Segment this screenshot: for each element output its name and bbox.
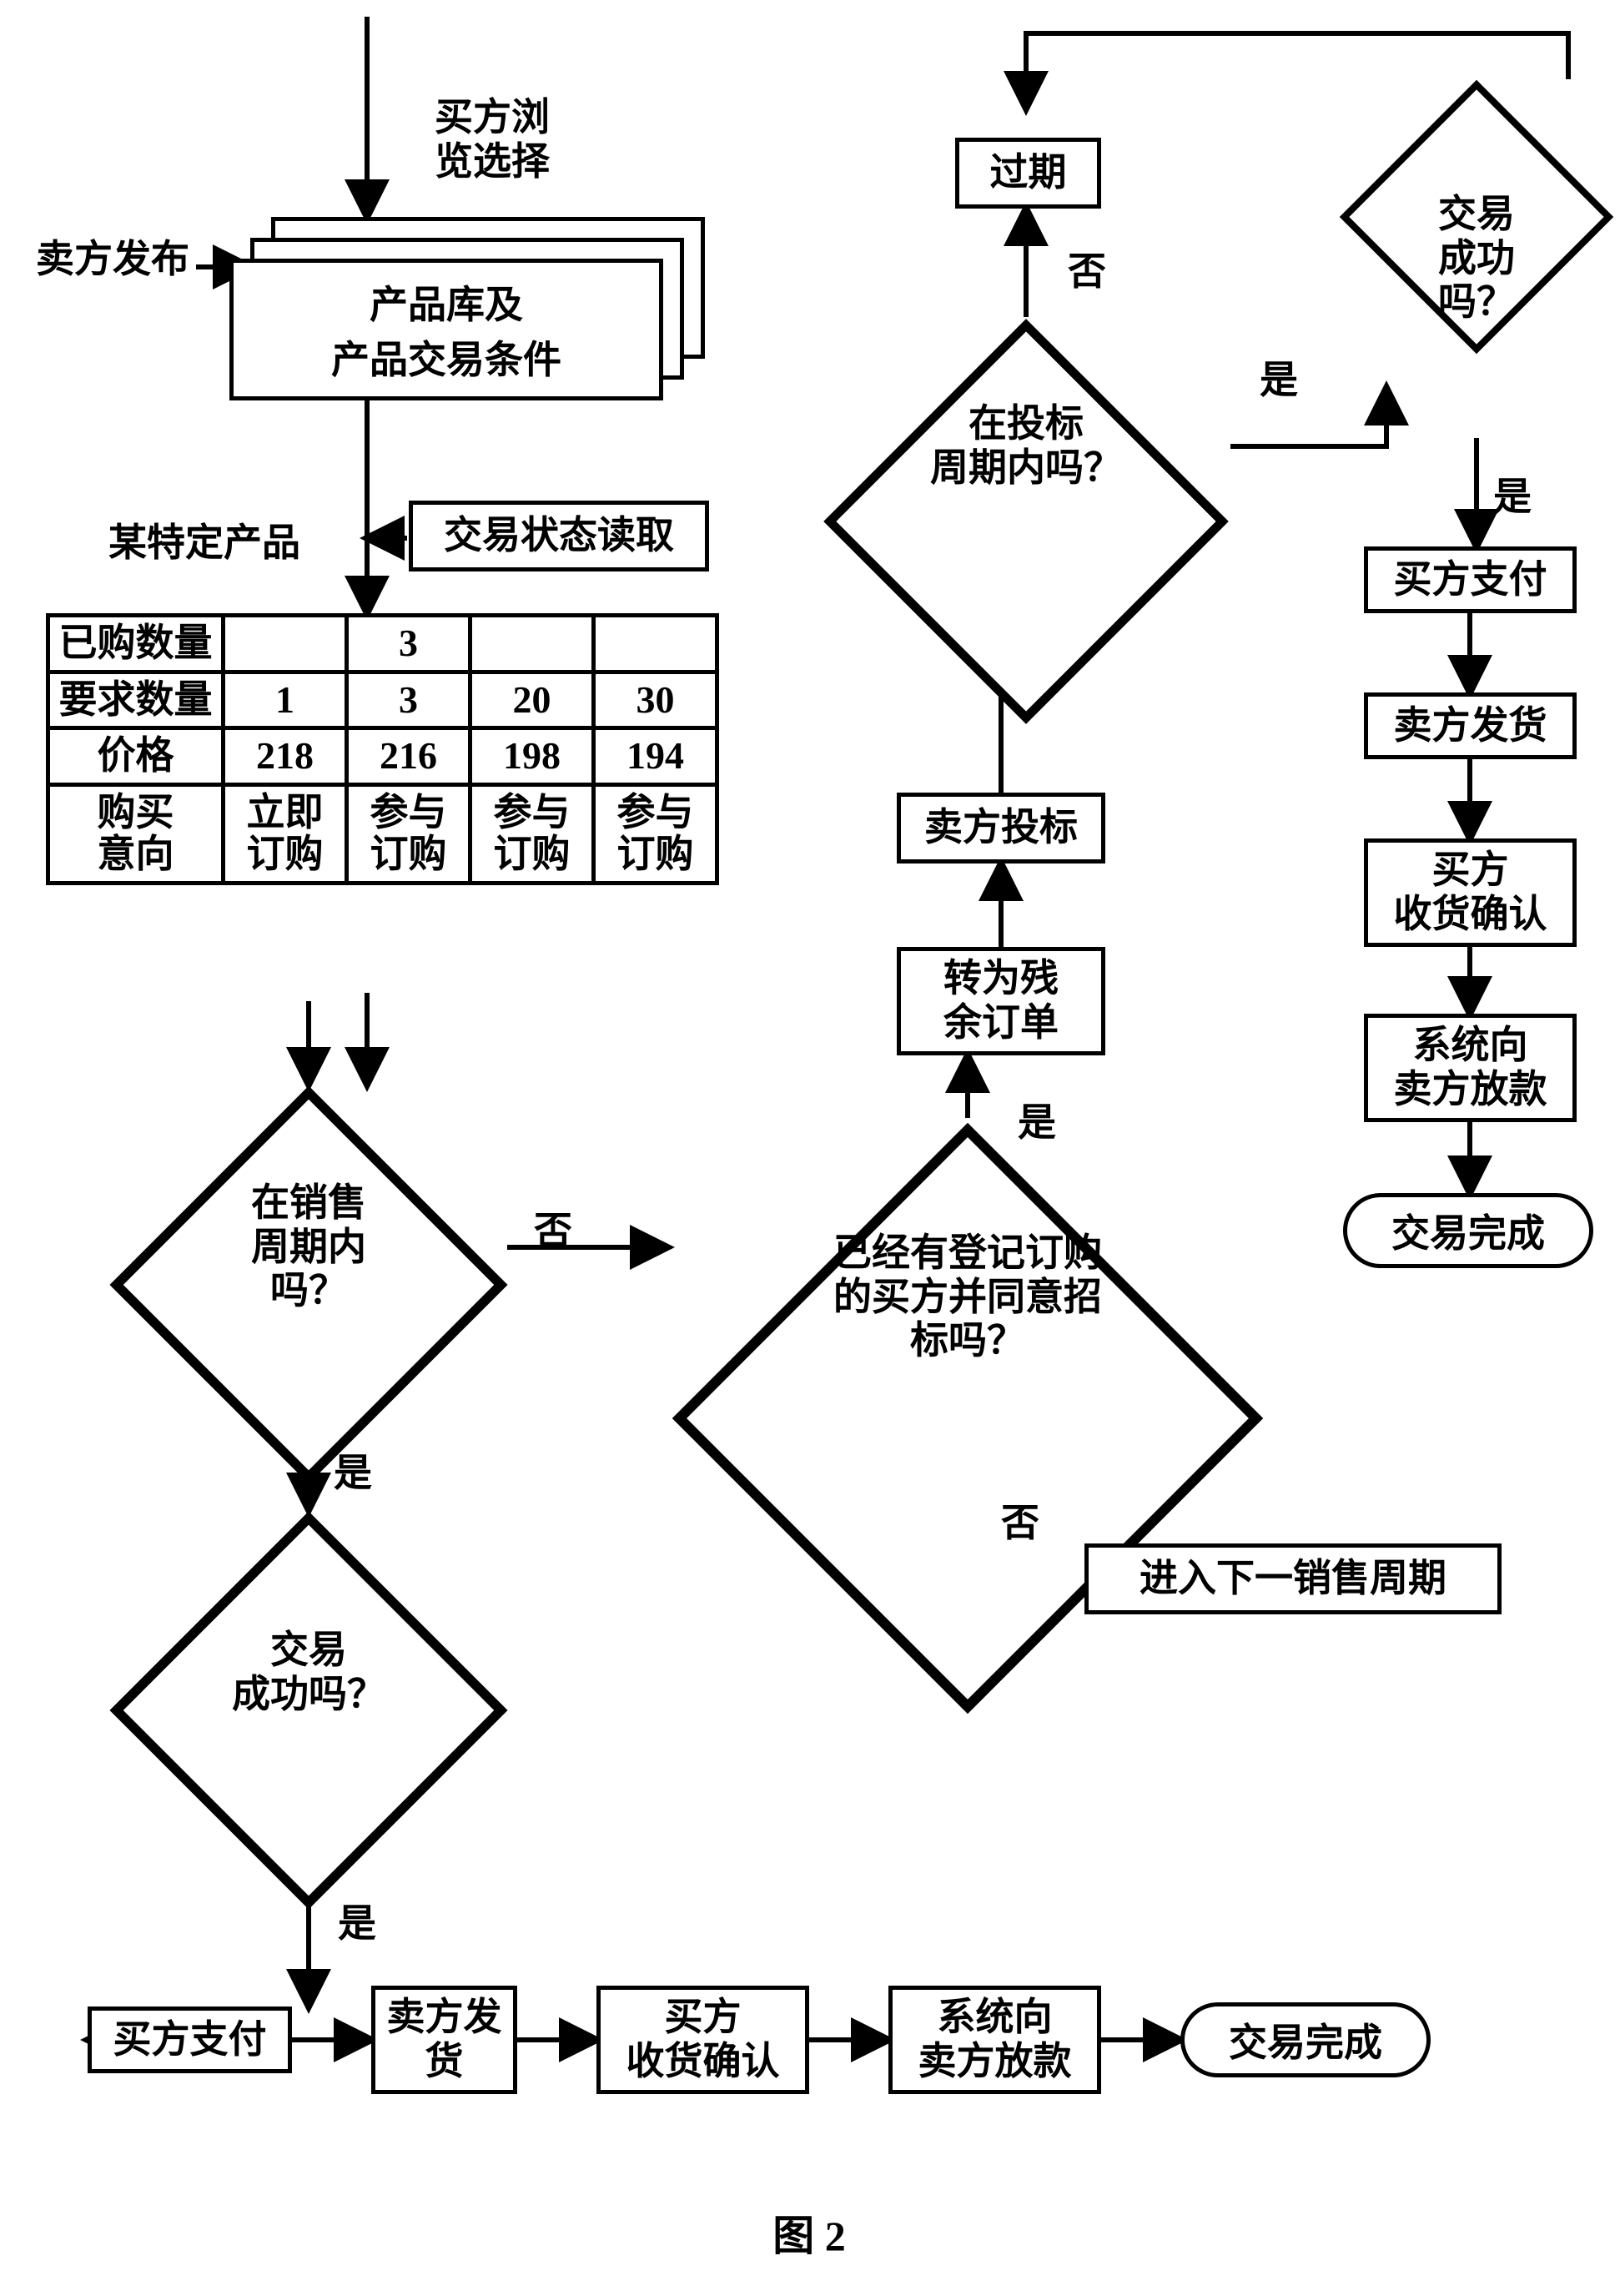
seller-publish-label: 卖方发布 [17, 238, 209, 292]
figure-caption: 图 2 [734, 2203, 884, 2263]
product-db-stack: 产品库及 产品交易条件 [229, 217, 705, 400]
edge-label: 是 [338, 1902, 376, 1946]
table-cell: 198 [470, 728, 594, 785]
table-cell: 216 [347, 728, 470, 785]
txn-success2-diamond: 交易 成功吗？ [108, 1510, 509, 1835]
has-registered-diamond: 已经有登记订购 的买方并同意招 标吗？ [667, 1118, 1268, 1477]
table-cell: 参与 订购 [594, 784, 717, 883]
table-cell [470, 616, 594, 672]
table-cell: 20 [470, 672, 594, 728]
edge-label: 是 [334, 1452, 372, 1496]
table-cell: 参与 订购 [347, 784, 470, 883]
done-r: 交易完成 [1343, 1193, 1593, 1268]
edge-label: 是 [1260, 359, 1298, 403]
table-cell [594, 616, 717, 672]
txn-status-read-box: 交易状态读取 [409, 501, 709, 571]
in-sale-period-diamond: 在销售 周期内 吗？ [108, 1085, 509, 1410]
table-cell: 218 [224, 728, 347, 785]
table-cell: 购买 意向 [48, 784, 224, 883]
specific-product-label: 某特定产品 [83, 521, 325, 571]
done-b: 交易完成 [1180, 2002, 1431, 2077]
table-cell: 要求数量 [48, 672, 224, 728]
expired-box: 过期 [955, 138, 1101, 209]
edge-label: 是 [1493, 476, 1532, 520]
edge-label: 否 [1001, 1502, 1039, 1546]
table-cell: 30 [594, 672, 717, 728]
in-bid-period-diamond: 在投标 周期内吗？ [822, 317, 1230, 576]
buyer-pay-b: 买方支付 [88, 2006, 292, 2073]
table-cell: 价格 [48, 728, 224, 785]
seller-ship-b: 卖方发货 [371, 1986, 517, 2094]
table-cell: 3 [347, 672, 470, 728]
table-cell: 1 [224, 672, 347, 728]
product-table: 已购数量3要求数量132030价格218216198194购买 意向立即 订购参… [46, 613, 719, 885]
sys-release-r: 系统向 卖方放款 [1364, 1014, 1577, 1122]
txn-success-diamond-top: 交易 成功 吗？ [1339, 79, 1614, 438]
edge-label: 否 [534, 1210, 572, 1254]
table-cell: 参与 订购 [470, 784, 594, 883]
sys-release-b: 系统向 卖方放款 [888, 1986, 1101, 2094]
seller-ship-r: 卖方发货 [1364, 692, 1577, 759]
edge-label: 否 [1068, 250, 1106, 295]
next-cycle-box: 进入下一销售周期 [1084, 1543, 1502, 1614]
table-cell: 立即 订购 [224, 784, 347, 883]
to-residual-box: 转为残 余订单 [897, 947, 1105, 1055]
buyer-confirm-b: 买方 收货确认 [596, 1986, 809, 2094]
product-db-text: 产品库及 产品交易条件 [331, 274, 561, 385]
table-cell [224, 616, 347, 672]
buyer-confirm-r: 买方 收货确认 [1364, 838, 1577, 947]
buyer-browse-label: 买方浏 览选择 [400, 96, 584, 196]
seller-bid-box: 卖方投标 [897, 793, 1105, 864]
edge-label: 是 [1018, 1101, 1056, 1145]
table-cell: 194 [594, 728, 717, 785]
table-cell: 3 [347, 616, 470, 672]
table-cell: 已购数量 [48, 616, 224, 672]
buyer-pay-r: 买方支付 [1364, 546, 1577, 613]
